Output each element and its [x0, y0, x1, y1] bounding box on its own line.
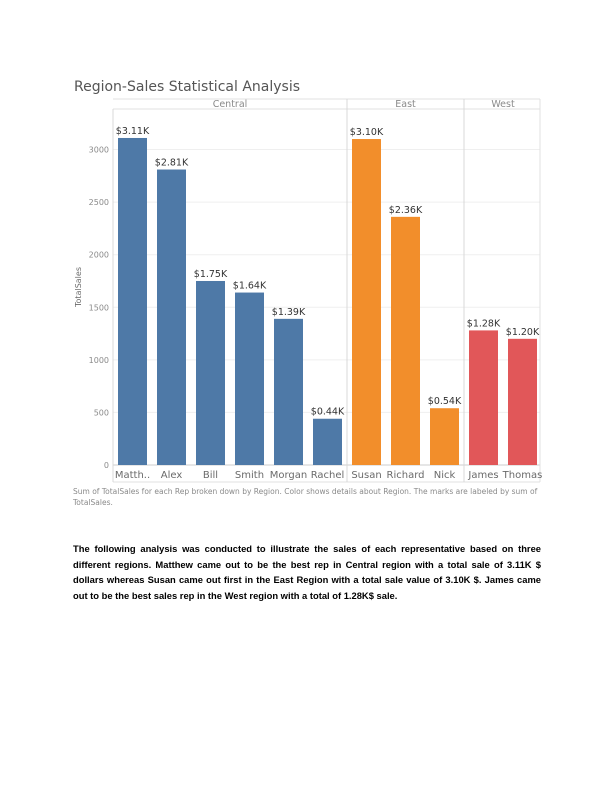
data-label: $3.10K	[350, 127, 384, 138]
category-label: Alex	[161, 470, 183, 481]
bar-bill	[196, 280, 225, 465]
category-label: Rachel	[311, 470, 345, 481]
region-label-west: West	[491, 99, 515, 110]
data-label: $2.36K	[389, 205, 423, 216]
y-tick-label: 3000	[89, 146, 109, 155]
y-tick-label: 2500	[89, 198, 109, 207]
y-tick-label: 1500	[89, 303, 109, 312]
bar-alex	[157, 169, 186, 466]
category-label: Matth..	[115, 470, 150, 481]
bar-rachel	[313, 418, 342, 465]
data-label: $1.28K	[467, 318, 501, 329]
category-label: Smith	[235, 470, 264, 481]
bar-smith	[235, 292, 264, 465]
bar-james	[469, 330, 498, 465]
bar-matth	[118, 137, 147, 465]
data-label: $2.81K	[155, 158, 189, 169]
category-label: Nick	[434, 470, 456, 481]
data-label: $0.54K	[428, 396, 462, 407]
chart-title: Region-Sales Statistical Analysis	[74, 79, 300, 95]
category-label: Bill	[203, 470, 218, 481]
bar-susan	[352, 139, 381, 465]
analysis-paragraph: The following analysis was conducted to …	[73, 543, 541, 601]
data-label: $3.11K	[116, 126, 150, 137]
y-tick-label: 1000	[89, 356, 109, 365]
region-label-central: Central	[213, 99, 248, 110]
region-label-east: East	[395, 99, 416, 110]
category-label: Richard	[387, 470, 425, 481]
data-label: $1.20K	[506, 327, 540, 338]
category-label: Thomas	[502, 470, 543, 481]
bar-thomas	[508, 338, 537, 465]
y-tick-label: 500	[94, 408, 109, 417]
data-label: $1.39K	[272, 307, 306, 318]
data-label: $1.75K	[194, 269, 228, 280]
y-tick-label: 2000	[89, 251, 109, 260]
chart-caption: Sum of TotalSales for each Rep broken do…	[73, 487, 538, 507]
category-label: Susan	[351, 470, 381, 481]
y-tick-label: 0	[104, 461, 109, 470]
category-label: Morgan	[270, 470, 308, 481]
bar-richard	[391, 216, 420, 465]
y-axis-label: TotalSales	[74, 267, 83, 308]
category-label: James	[467, 470, 498, 481]
region-sales-chart: Region-Sales Statistical Analysis 0 500 10…	[74, 79, 543, 483]
bar-morgan	[274, 318, 303, 465]
bar-nick	[430, 408, 459, 465]
data-label: $0.44K	[311, 407, 345, 418]
data-label: $1.64K	[233, 281, 267, 292]
